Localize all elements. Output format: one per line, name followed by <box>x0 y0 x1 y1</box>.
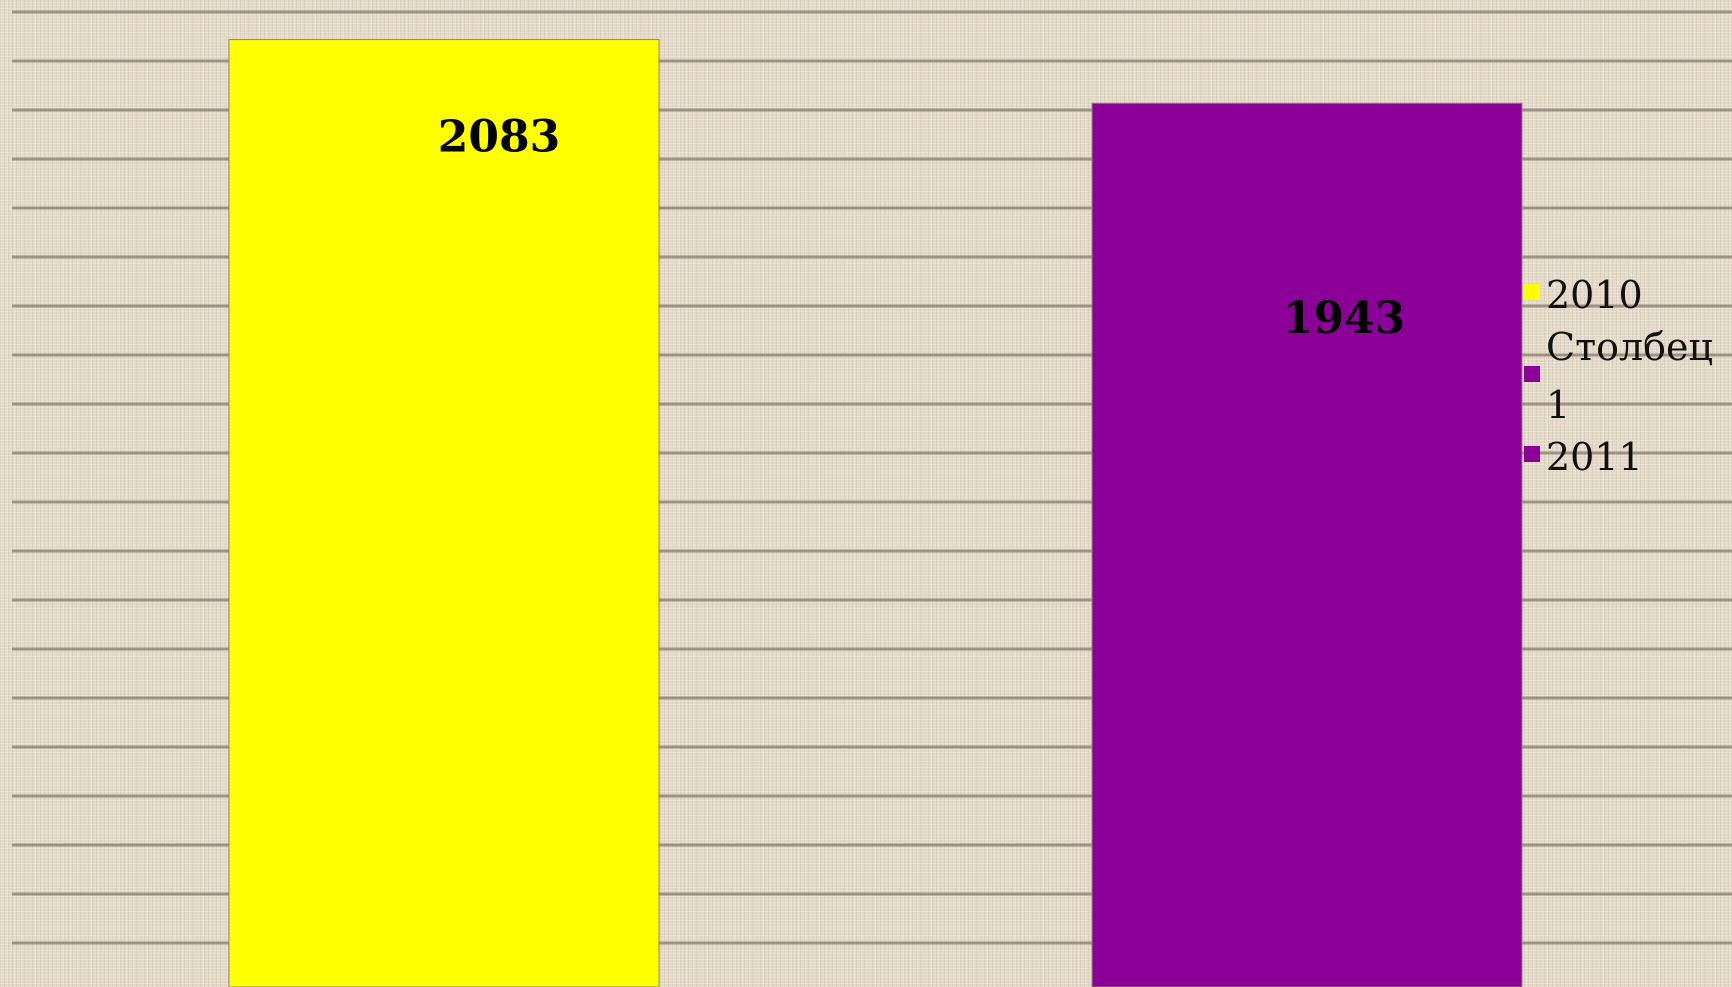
bar-2010 <box>228 39 660 987</box>
data-label-2011: 1943 <box>1283 293 1405 344</box>
legend-marker <box>1524 446 1540 462</box>
bars-group <box>228 39 1523 987</box>
data-labels-group: 2083 1943 <box>438 112 1405 345</box>
legend-label: 1 <box>1546 383 1570 427</box>
legend-marker <box>1524 284 1540 300</box>
legend-label: 2010 <box>1546 273 1643 317</box>
legend-marker <box>1524 366 1540 382</box>
bar-2011 <box>1091 102 1523 987</box>
data-label-2010: 2083 <box>438 112 560 163</box>
legend: 2010 Столбец 1 2011 <box>1524 273 1713 479</box>
legend-label: Столбец <box>1546 325 1713 369</box>
legend-label: 2011 <box>1546 435 1643 479</box>
